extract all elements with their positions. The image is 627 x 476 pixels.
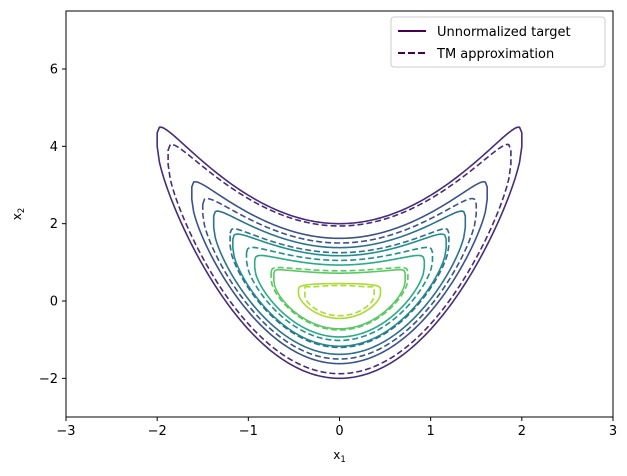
y-axis: −2 0 2 4 6 bbox=[39, 63, 66, 387]
legend-entry-approximation: TM approximation bbox=[436, 47, 554, 62]
y-tick-label: 2 bbox=[50, 217, 58, 232]
contour-lines bbox=[156, 126, 523, 380]
target-contour-2 bbox=[191, 180, 488, 365]
legend: Unnormalized target TM approximation bbox=[390, 16, 606, 68]
target-contour-3 bbox=[212, 210, 467, 356]
x-axis-label: x1 bbox=[333, 448, 346, 465]
plot-frame bbox=[65, 10, 614, 418]
approximation-contour-2 bbox=[201, 197, 478, 360]
x-tick-label: 0 bbox=[335, 424, 343, 439]
x-tick-label: −3 bbox=[56, 424, 75, 439]
x-tick-label: 1 bbox=[427, 424, 435, 439]
approximation-contour-6 bbox=[304, 284, 375, 317]
approximation-contour-5 bbox=[270, 266, 409, 331]
target-contour-6 bbox=[273, 268, 406, 330]
x-tick-label: −1 bbox=[239, 424, 258, 439]
y-tick-label: 4 bbox=[50, 140, 58, 155]
x-axis: −3 −2 −1 0 1 2 3 bbox=[56, 417, 617, 439]
x-tick-label: −2 bbox=[148, 424, 167, 439]
x-tick-label: 3 bbox=[609, 424, 617, 439]
approximation-contour-4 bbox=[245, 246, 434, 342]
target-contour-1 bbox=[156, 126, 523, 380]
y-tick-label: −2 bbox=[39, 372, 58, 387]
target-contour-7 bbox=[297, 282, 382, 320]
target-contour-5 bbox=[253, 254, 426, 338]
y-tick-label: 0 bbox=[50, 295, 58, 310]
x-tick-label: 2 bbox=[518, 424, 526, 439]
y-axis-label: x2 bbox=[10, 208, 27, 221]
approximation-contour-1 bbox=[167, 143, 512, 375]
approximation-contour-3 bbox=[229, 228, 450, 349]
legend-entry-target: Unnormalized target bbox=[437, 25, 571, 40]
legend-box bbox=[390, 16, 606, 68]
y-tick-label: 6 bbox=[50, 63, 58, 78]
target-contour-4 bbox=[232, 233, 447, 348]
